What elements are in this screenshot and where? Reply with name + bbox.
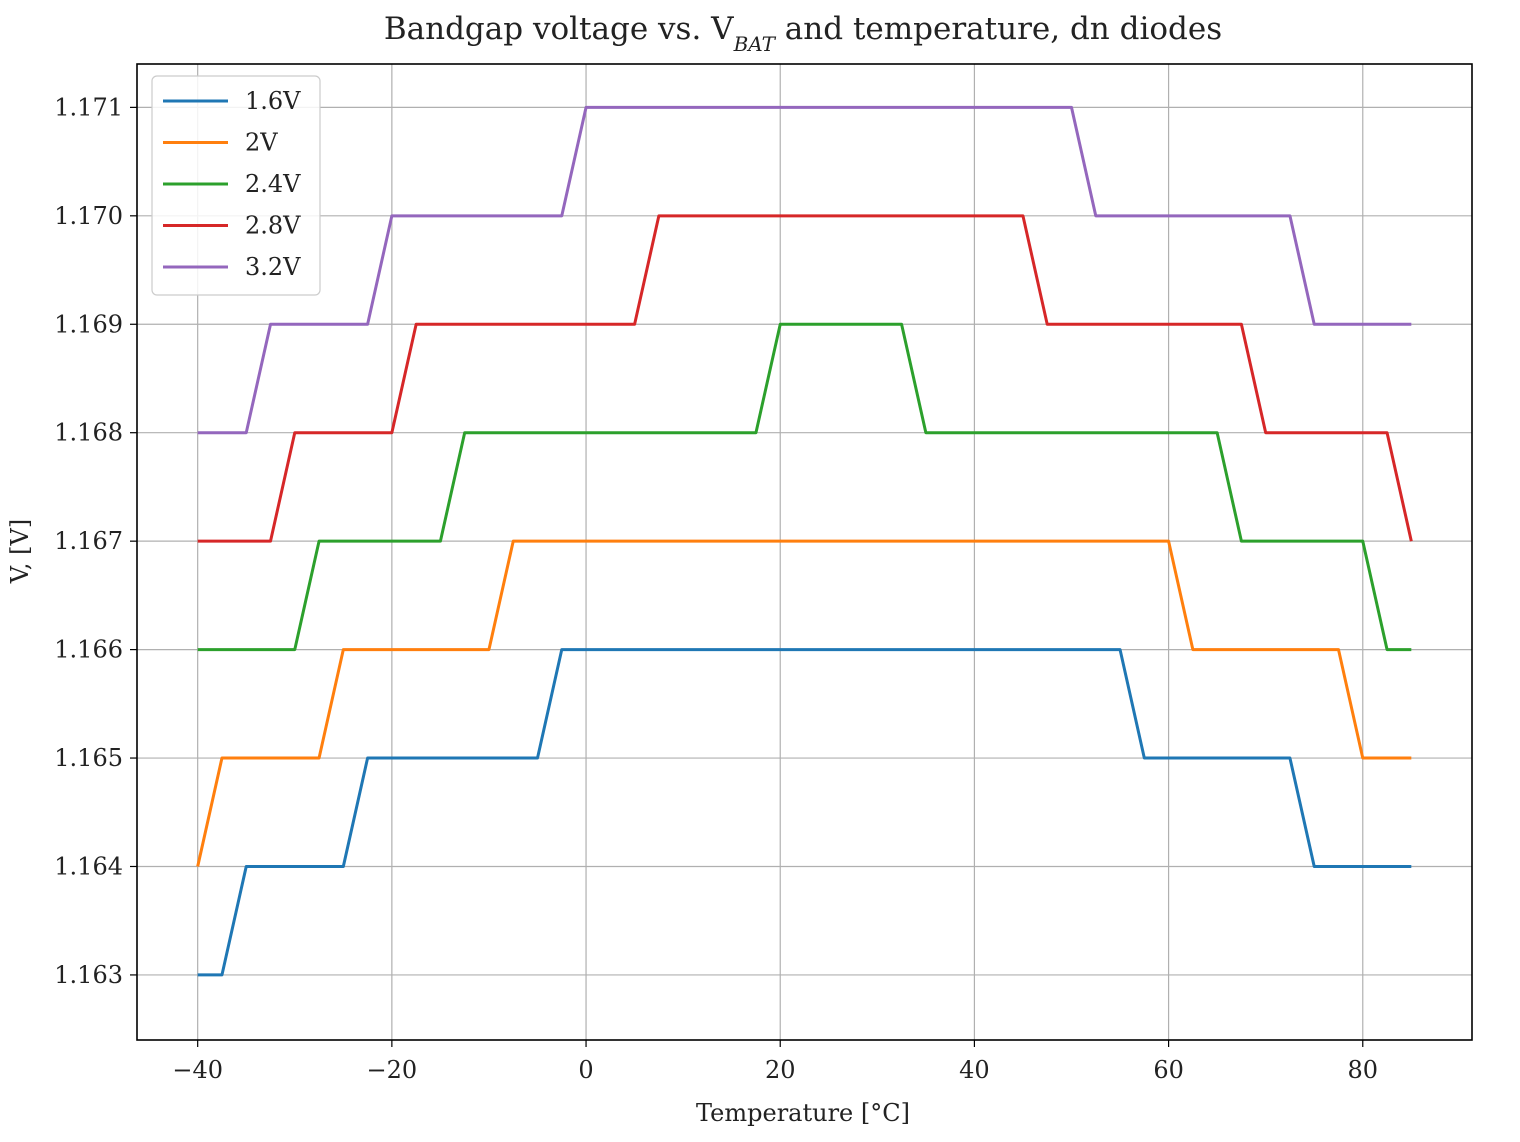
y-tick-label: 1.164: [54, 852, 123, 880]
series-lines: [196, 105, 1413, 977]
x-axis-ticks: −40 −20 0 20 40 60 80: [172, 1040, 1378, 1084]
title-suffix: and temperature, dn diodes: [775, 11, 1222, 47]
series-line-1.6V: [197, 648, 1412, 977]
x-tick-label: 80: [1347, 1056, 1378, 1084]
x-axis-label: Temperature [°C]: [696, 1099, 910, 1127]
legend: 1.6V 2V 2.4V 2.8V 3.2V: [151, 75, 321, 296]
y-tick-label: 1.168: [54, 419, 123, 447]
x-tick-label: −20: [367, 1056, 418, 1084]
x-tick-label: 0: [578, 1056, 593, 1084]
x-tick-label: −40: [172, 1056, 223, 1084]
legend-label: 2V: [245, 129, 278, 157]
series-line-2.8V: [197, 214, 1413, 543]
series-line-3.2V: [197, 105, 1412, 435]
y-tick-label: 1.163: [54, 961, 123, 989]
y-tick-label: 1.167: [54, 527, 123, 555]
y-axis-ticks: 1.163 1.164 1.165 1.166 1.167 1.168 1.169 1.170…: [54, 93, 137, 989]
legend-box: [151, 75, 321, 296]
x-tick-label: 40: [959, 1056, 990, 1084]
legend-label: 2.8V: [245, 212, 301, 240]
chart-title: Bandgap voltage vs. VBAT and temperature…: [384, 11, 1222, 56]
x-tick-label: 60: [1153, 1056, 1184, 1084]
x-tick-label: 20: [765, 1056, 796, 1084]
legend-label: 2.4V: [245, 170, 301, 198]
y-tick-label: 1.166: [54, 636, 123, 664]
legend-label: 3.2V: [245, 253, 301, 281]
legend-label: 1.6V: [245, 87, 301, 115]
series-line-2V: [196, 539, 1412, 867]
y-axis-label: V, [V]: [6, 519, 34, 584]
y-tick-label: 1.165: [54, 744, 123, 772]
title-main: Bandgap voltage vs. V: [384, 11, 734, 47]
plot-area-frame: [136, 63, 1473, 1041]
y-tick-label: 1.170: [54, 202, 123, 230]
y-tick-label: 1.169: [54, 310, 123, 338]
legend-items: 1.6V 2V 2.4V 2.8V 3.2V: [163, 87, 301, 281]
y-tick-label: 1.171: [54, 93, 123, 121]
title-subscript: BAT: [733, 32, 777, 56]
series-line-2.4V: [197, 322, 1412, 652]
